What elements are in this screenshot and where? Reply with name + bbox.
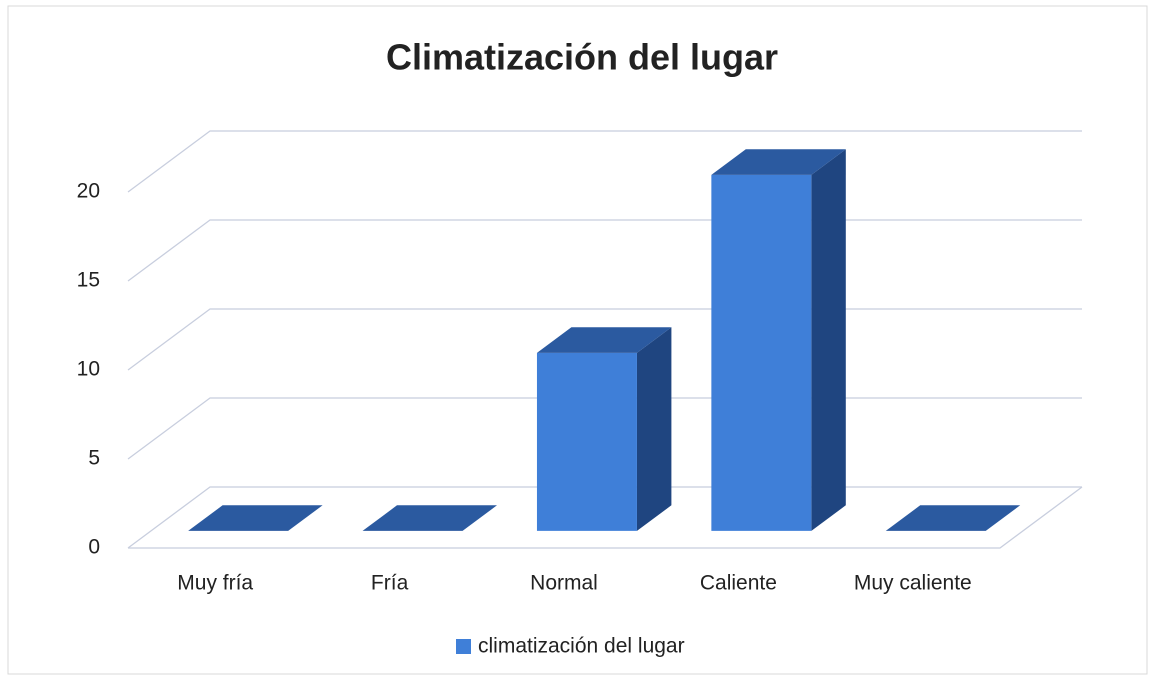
y-tick-label: 10 [77, 358, 100, 381]
bar-front [536, 352, 637, 531]
x-tick-label: Normal [530, 572, 598, 595]
bar [536, 327, 672, 531]
bar-top [188, 505, 323, 531]
bar [188, 505, 323, 531]
y-tick-label: 5 [88, 447, 100, 470]
y-tick-label: 0 [88, 536, 100, 559]
bar-front [711, 174, 812, 531]
bar-top [362, 505, 497, 531]
bar [362, 505, 497, 531]
y-tick-label: 20 [77, 180, 100, 203]
legend-swatch [456, 639, 471, 654]
legend-label: climatización del lugar [478, 635, 685, 658]
bar [711, 149, 846, 531]
bar-side [636, 327, 672, 531]
bar-top [536, 327, 672, 353]
bar [885, 505, 1021, 531]
bar-side [811, 149, 846, 531]
x-tick-label: Fría [371, 572, 409, 595]
x-tick-label: Caliente [700, 572, 777, 595]
bar-top [711, 149, 846, 175]
grid-line [127, 130, 1082, 193]
floor-edge [128, 486, 1083, 549]
x-tick-label: Muy fría [177, 572, 253, 595]
bar-top [885, 505, 1021, 531]
x-tick-label: Muy caliente [854, 572, 972, 595]
y-tick-label: 15 [77, 269, 100, 292]
chart-title: Climatización del lugar [386, 37, 778, 78]
